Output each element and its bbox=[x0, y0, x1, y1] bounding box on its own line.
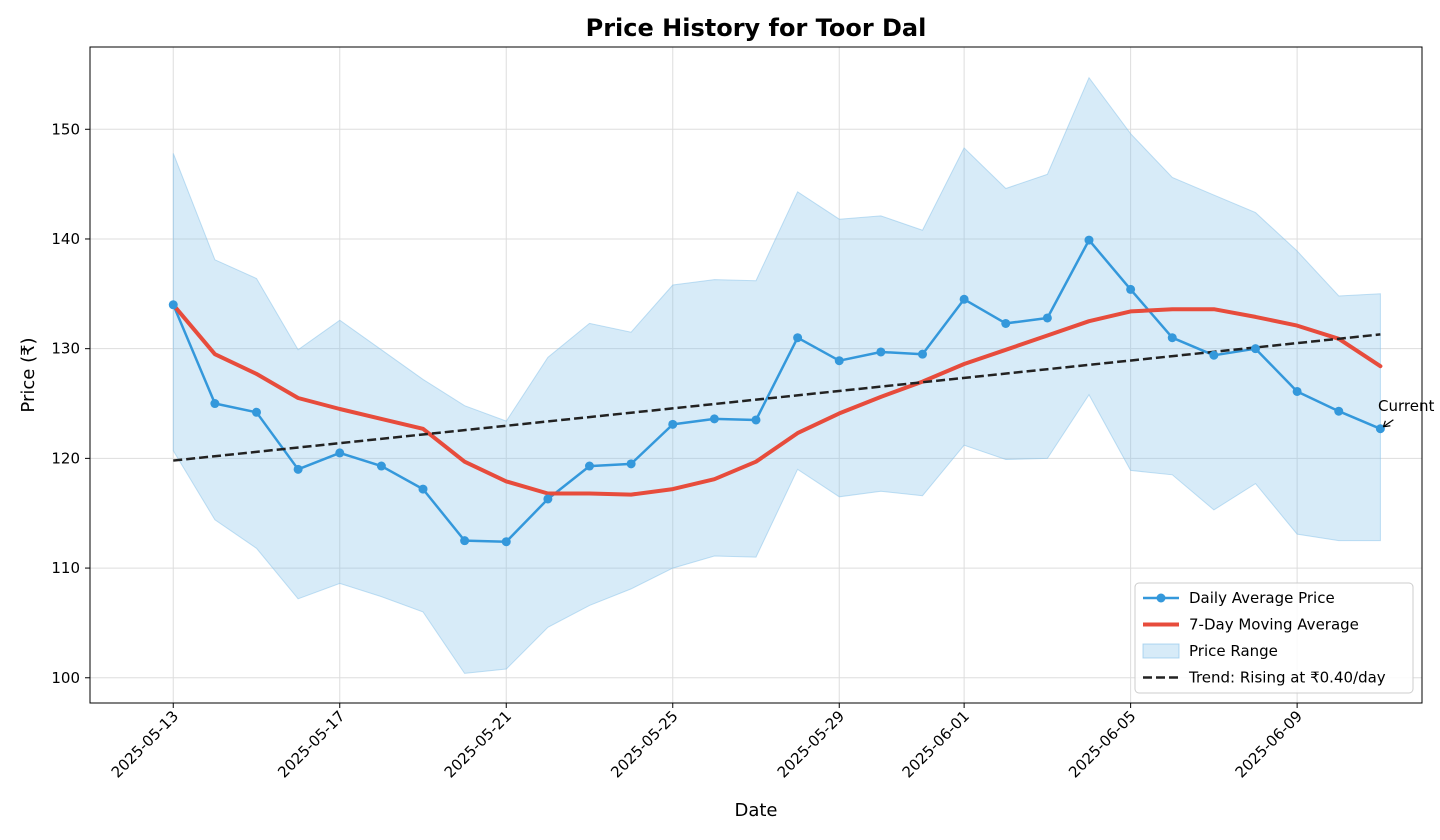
current-annotation-label: Current bbox=[1378, 397, 1434, 415]
x-tick-label: 2025-05-25 bbox=[607, 707, 681, 781]
daily-price-point bbox=[543, 494, 553, 504]
annotation-arrow bbox=[1383, 419, 1394, 428]
daily-price-point bbox=[1251, 344, 1260, 354]
x-tick-label: 2025-05-29 bbox=[774, 707, 848, 781]
daily-price-point bbox=[709, 414, 719, 424]
daily-price-point bbox=[335, 448, 345, 458]
daily-price-point bbox=[1334, 406, 1344, 416]
current-annotation: Current bbox=[1378, 397, 1434, 428]
daily-price-point bbox=[1084, 235, 1094, 245]
daily-price-point bbox=[501, 537, 511, 547]
daily-price-point bbox=[293, 464, 303, 474]
y-tick-label: 120 bbox=[51, 449, 80, 467]
y-tick-label: 140 bbox=[51, 230, 80, 248]
legend-box bbox=[1134, 582, 1414, 694]
x-tick-label: 2025-05-17 bbox=[274, 707, 348, 781]
moving-average-line bbox=[171, 302, 1383, 497]
trend-line bbox=[173, 333, 1381, 462]
legend-label: Price Range bbox=[1189, 642, 1278, 660]
daily-price-point bbox=[959, 294, 969, 304]
y-tick-label: 150 bbox=[51, 120, 80, 138]
daily-price-point bbox=[1209, 350, 1219, 360]
daily-price-point bbox=[1292, 386, 1302, 396]
legend-swatch-price-range bbox=[1142, 643, 1180, 659]
y-axis: 100 110 120 130 140 150 bbox=[51, 120, 90, 687]
x-tick-label: 2025-05-21 bbox=[441, 707, 515, 781]
daily-price-point bbox=[918, 349, 927, 359]
daily-price-point bbox=[751, 415, 761, 425]
daily-price-point bbox=[168, 300, 178, 310]
daily-price-point bbox=[210, 399, 220, 409]
daily-price-point bbox=[626, 459, 636, 469]
daily-price-markers bbox=[168, 235, 1385, 547]
x-axis: 2025-05-13 2025-05-17 2025-05-21 2025-05-25… bbox=[108, 703, 1306, 781]
daily-price-point bbox=[876, 347, 886, 357]
daily-price-point bbox=[1167, 333, 1177, 343]
y-tick-label: 130 bbox=[51, 340, 80, 358]
price-range-band bbox=[172, 76, 1381, 674]
daily-price-point bbox=[834, 356, 844, 366]
daily-price-point bbox=[460, 536, 470, 546]
daily-price-point bbox=[252, 407, 261, 417]
legend-label: 7-Day Moving Average bbox=[1189, 616, 1359, 634]
plot-frame bbox=[89, 46, 1423, 704]
chart-title: Price History for Toor Dal bbox=[586, 14, 927, 42]
y-tick-label: 110 bbox=[51, 559, 80, 577]
y-tick-label: 100 bbox=[51, 669, 80, 687]
legend-marker-daily bbox=[1156, 593, 1166, 603]
legend: Daily Average Price 7-Day Moving Average P… bbox=[1134, 582, 1414, 694]
daily-price-point bbox=[1042, 313, 1052, 323]
daily-average-price-line bbox=[172, 238, 1381, 543]
legend-label: Daily Average Price bbox=[1189, 589, 1335, 607]
daily-price-point bbox=[668, 419, 678, 429]
x-tick-label: 2025-06-09 bbox=[1232, 707, 1306, 781]
daily-price-point bbox=[793, 333, 803, 343]
legend-label: Trend: Rising at ₹0.40/day bbox=[1188, 669, 1386, 687]
x-axis-label: Date bbox=[734, 800, 777, 821]
annotation-arrowhead bbox=[1382, 420, 1391, 428]
daily-price-point bbox=[1126, 284, 1136, 294]
daily-price-point bbox=[418, 484, 428, 494]
x-tick-label: 2025-06-01 bbox=[899, 707, 973, 781]
series-lines bbox=[171, 238, 1383, 543]
x-tick-label: 2025-06-05 bbox=[1065, 707, 1139, 781]
x-tick-label: 2025-05-13 bbox=[108, 707, 182, 781]
price-range-area bbox=[172, 76, 1381, 674]
daily-price-point bbox=[376, 461, 386, 471]
daily-price-point bbox=[585, 461, 594, 471]
daily-price-point bbox=[1001, 318, 1011, 328]
y-axis-label: Price (₹) bbox=[18, 337, 39, 412]
daily-price-point bbox=[1375, 424, 1385, 434]
